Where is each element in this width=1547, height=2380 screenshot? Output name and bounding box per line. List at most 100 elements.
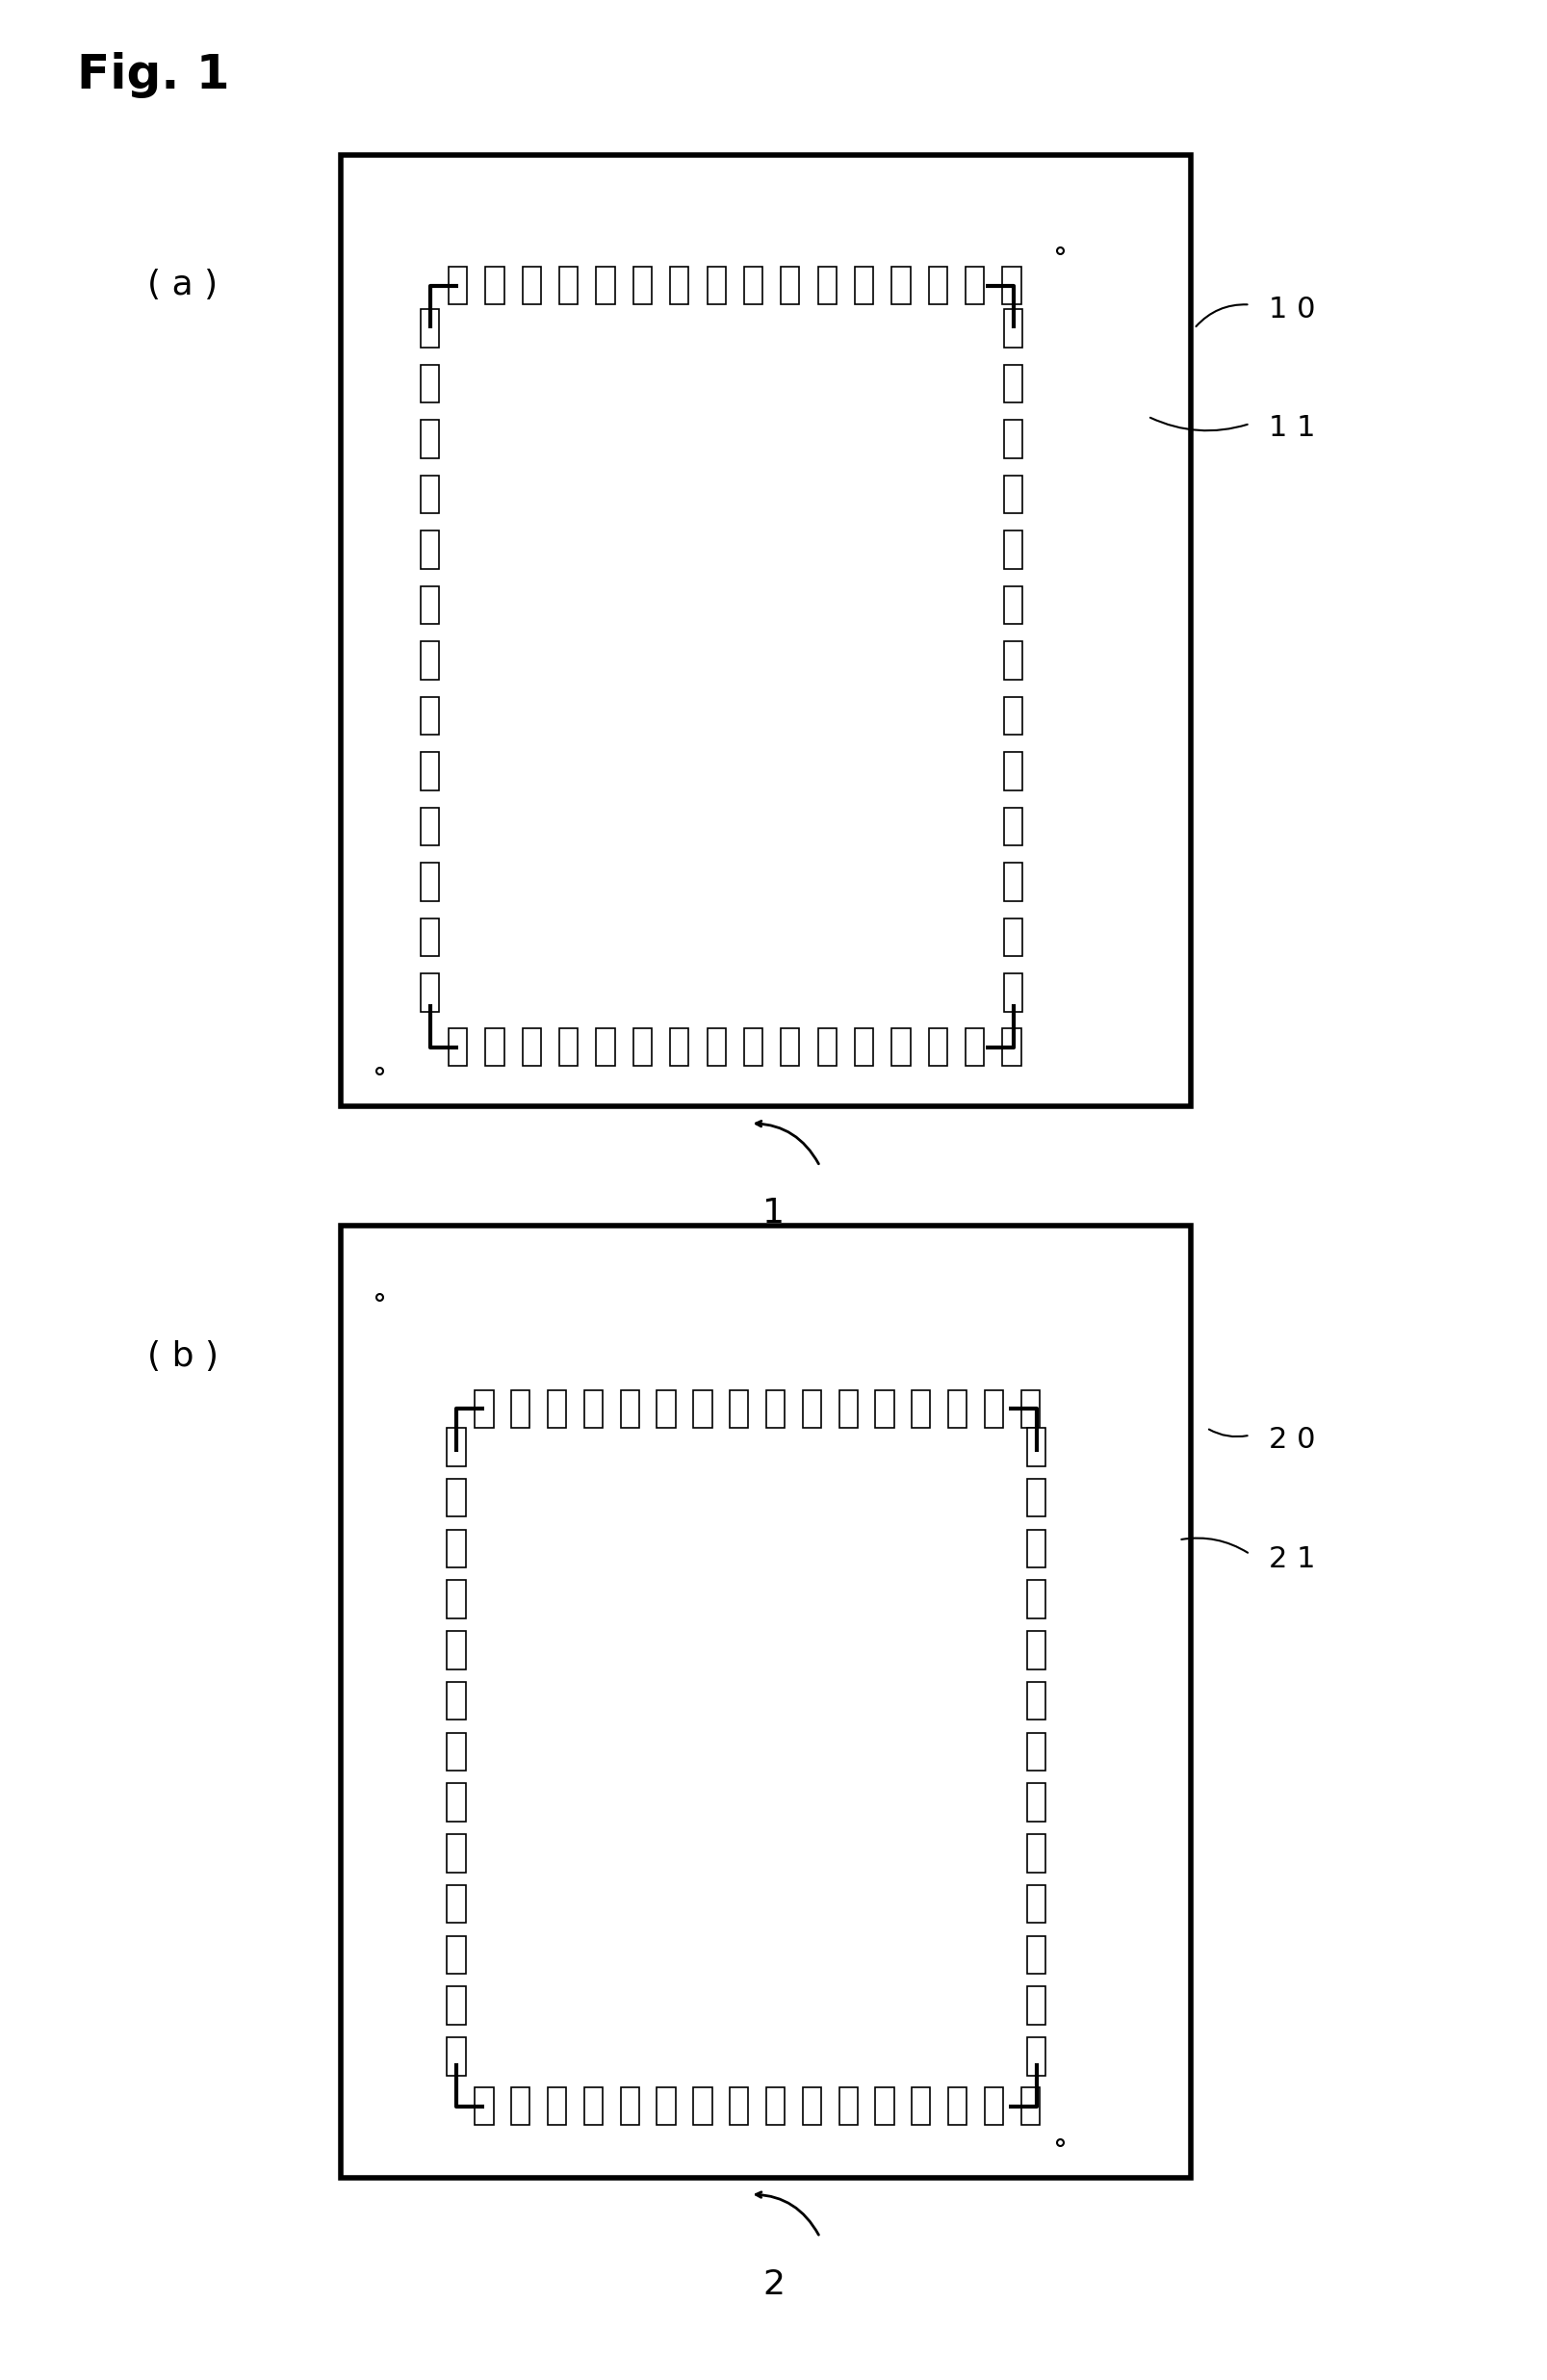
Bar	[1027, 1783, 1046, 1821]
Text: 1: 1	[763, 1197, 784, 1230]
Bar	[781, 1028, 800, 1066]
Bar	[1004, 862, 1023, 900]
Text: ( b ): ( b )	[147, 1340, 218, 1373]
Text: 1 1: 1 1	[1269, 414, 1315, 443]
Bar	[447, 1835, 466, 1873]
Bar	[707, 1028, 726, 1066]
Bar	[447, 1630, 466, 1668]
Text: 2: 2	[763, 2268, 784, 2301]
Bar	[560, 1028, 579, 1066]
Text: 1 0: 1 0	[1269, 295, 1315, 324]
Bar	[876, 1390, 894, 1428]
Bar	[1004, 531, 1023, 569]
Bar	[693, 2087, 712, 2125]
Bar	[1002, 1028, 1021, 1066]
Bar	[766, 1390, 784, 1428]
Bar	[512, 2087, 531, 2125]
Bar	[421, 585, 439, 624]
Bar	[447, 1935, 466, 1973]
Bar	[447, 1683, 466, 1721]
Bar	[693, 1390, 712, 1428]
Bar	[1027, 1835, 1046, 1873]
Bar	[340, 155, 1191, 1107]
Bar	[1004, 643, 1023, 681]
Bar	[766, 2087, 784, 2125]
Bar	[1021, 2087, 1040, 2125]
Bar	[984, 1390, 1002, 1428]
Bar	[928, 1028, 947, 1066]
Bar	[596, 1028, 614, 1066]
Bar	[1004, 585, 1023, 624]
Bar	[838, 1390, 857, 1428]
Bar	[633, 267, 651, 305]
Bar	[1004, 807, 1023, 845]
Bar	[838, 2087, 857, 2125]
Bar	[1027, 1428, 1046, 1466]
Bar	[965, 1028, 984, 1066]
Bar	[475, 1390, 493, 1428]
Bar	[1004, 919, 1023, 957]
Bar	[1004, 752, 1023, 790]
Bar	[855, 1028, 874, 1066]
Bar	[948, 2087, 967, 2125]
Bar	[891, 1028, 910, 1066]
Bar	[1004, 697, 1023, 735]
Bar	[818, 1028, 837, 1066]
Bar	[421, 807, 439, 845]
Bar	[447, 1733, 466, 1771]
Bar	[818, 267, 837, 305]
Bar	[730, 1390, 749, 1428]
Bar	[447, 1530, 466, 1568]
Bar	[1027, 1987, 1046, 2025]
Bar	[421, 364, 439, 402]
Bar	[596, 267, 614, 305]
Bar	[876, 2087, 894, 2125]
Bar	[1027, 1935, 1046, 1973]
Bar	[1004, 309, 1023, 347]
Bar	[1021, 1390, 1040, 1428]
Bar	[449, 267, 467, 305]
Bar	[730, 2087, 749, 2125]
Bar	[633, 1028, 651, 1066]
Bar	[657, 1390, 676, 1428]
Bar	[421, 419, 439, 457]
Bar	[1027, 1530, 1046, 1568]
Bar	[421, 643, 439, 681]
Bar	[421, 476, 439, 514]
Bar	[447, 1478, 466, 1516]
Bar	[620, 2087, 639, 2125]
Bar	[447, 1580, 466, 1618]
Bar	[1027, 1885, 1046, 1923]
Bar	[781, 267, 800, 305]
Bar	[1027, 1580, 1046, 1618]
Bar	[1027, 2037, 1046, 2075]
Bar	[447, 1428, 466, 1466]
Bar	[421, 309, 439, 347]
Bar	[523, 267, 541, 305]
Bar	[421, 752, 439, 790]
Bar	[965, 267, 984, 305]
Bar	[670, 1028, 688, 1066]
Bar	[585, 2087, 603, 2125]
Bar	[421, 697, 439, 735]
Bar	[585, 1390, 603, 1428]
Bar	[1027, 1683, 1046, 1721]
Bar	[421, 973, 439, 1012]
Bar	[449, 1028, 467, 1066]
Bar	[855, 267, 874, 305]
Bar	[560, 267, 579, 305]
Bar	[486, 1028, 504, 1066]
Bar	[1004, 973, 1023, 1012]
Bar	[447, 1987, 466, 2025]
Bar	[447, 1783, 466, 1821]
Text: 2 0: 2 0	[1269, 1426, 1315, 1454]
Bar	[803, 2087, 821, 2125]
Bar	[911, 1390, 930, 1428]
Text: ( a ): ( a )	[147, 269, 218, 302]
Bar	[928, 267, 947, 305]
Bar	[523, 1028, 541, 1066]
Bar	[984, 2087, 1002, 2125]
Text: 2 1: 2 1	[1269, 1545, 1315, 1573]
Bar	[1004, 476, 1023, 514]
Bar	[1004, 364, 1023, 402]
